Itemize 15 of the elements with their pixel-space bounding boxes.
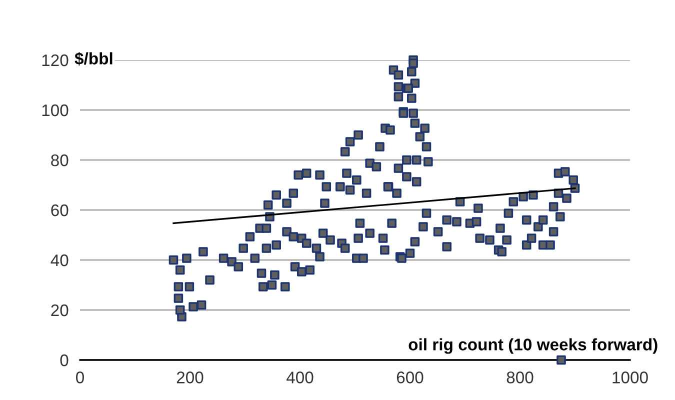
x-tick-label: 400 <box>286 372 314 384</box>
x-tick-label: 200 <box>176 372 204 384</box>
y-tick-label: 0 <box>60 354 68 366</box>
y-tick-label: 100 <box>42 104 68 116</box>
y-axis-title: $/bbl <box>74 52 112 66</box>
y-tick-label: 20 <box>51 304 68 316</box>
y-tick-label: 40 <box>50 254 68 266</box>
x-tick-label: 600 <box>396 372 424 384</box>
y-tick-label: 120 <box>42 54 68 66</box>
x-tick-label: 1000 <box>612 372 648 384</box>
y-tick-label: 80 <box>51 154 68 166</box>
x-tick-label: 0 <box>76 372 84 384</box>
y-tick-label: 60 <box>51 204 68 216</box>
x-axis-title: oil rig count (10 weeks forward) <box>408 338 658 354</box>
x-tick-label: 800 <box>506 372 534 384</box>
